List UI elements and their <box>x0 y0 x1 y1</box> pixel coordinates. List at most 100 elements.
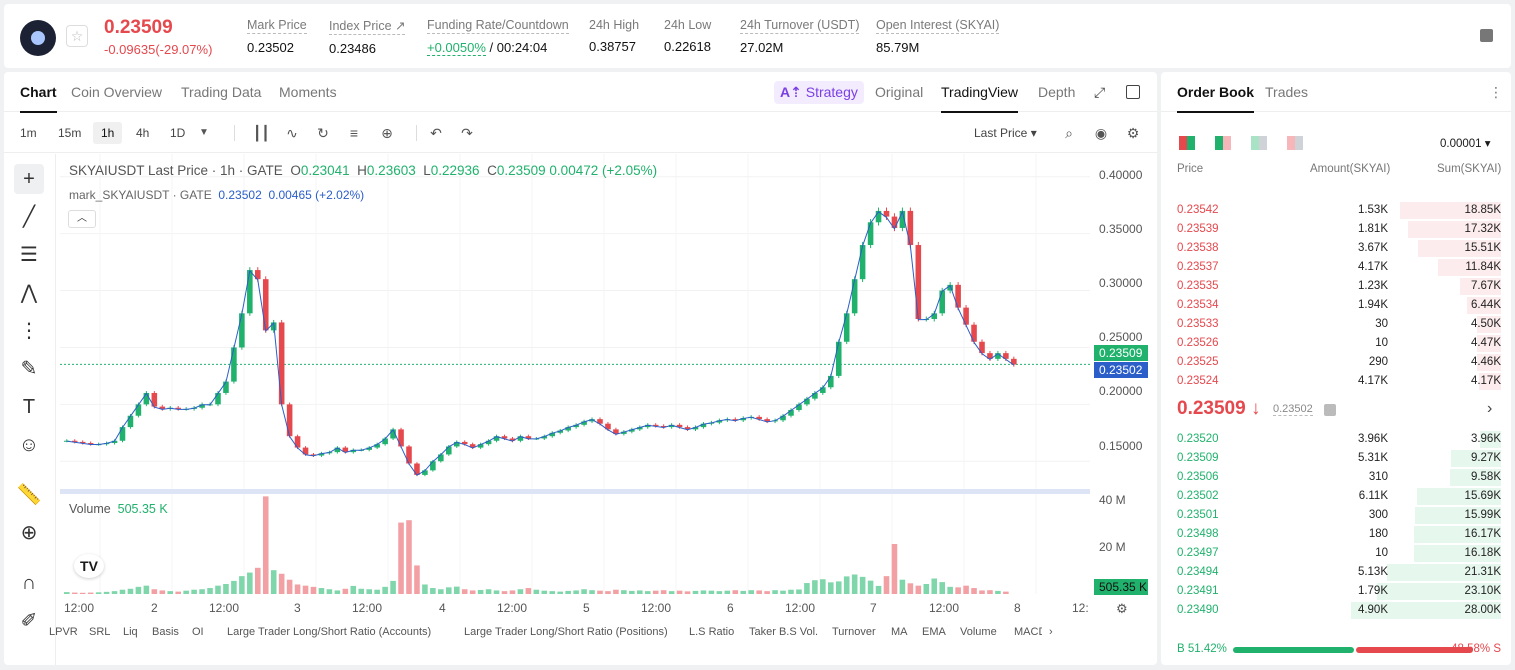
volume-bar <box>509 590 516 594</box>
brush-icon[interactable]: ✎ <box>20 358 38 380</box>
view-alt-icon[interactable] <box>1251 136 1267 150</box>
stat-funding-rate[interactable]: Funding Rate/Countdown +0.0050% / 00:24:0… <box>427 18 569 56</box>
window-icon[interactable] <box>1126 85 1140 99</box>
volume-bar <box>835 581 842 594</box>
bid-row[interactable]: 0.23509 5.31K 9.27K <box>1177 449 1501 468</box>
indicator-item[interactable]: OI <box>192 626 204 638</box>
collapse-legend-button[interactable]: ︿ <box>68 210 96 228</box>
ask-row[interactable]: 0.23534 1.94K 6.44K <box>1177 296 1501 315</box>
trendline-icon[interactable]: ╱ <box>22 206 36 228</box>
view-asks-icon[interactable] <box>1287 136 1303 150</box>
undo-icon[interactable]: ↶ <box>430 125 442 141</box>
view-bids-icon[interactable] <box>1215 136 1231 150</box>
stat-open-interest[interactable]: Open Interest (SKYAI) 85.79M <box>876 18 1000 55</box>
tab-tradingview[interactable]: TradingView <box>941 84 1019 113</box>
fib-icon[interactable]: ⋮ <box>19 320 39 342</box>
indicators-icon[interactable]: ∿ <box>286 125 298 141</box>
indicator-item[interactable]: EMA <box>922 626 946 638</box>
volume-bar <box>159 590 166 594</box>
ruler-icon[interactable]: 📏 <box>16 484 42 506</box>
ask-row[interactable]: 0.23535 1.23K 7.67K <box>1177 277 1501 296</box>
tab-original[interactable]: Original <box>875 84 924 100</box>
candle-body <box>867 222 874 246</box>
candles-icon[interactable]: ┃┃ <box>253 125 270 141</box>
bookmark-icon[interactable] <box>1480 29 1493 42</box>
stat-index-price[interactable]: Index Price ↗ 0.23486 <box>329 19 406 56</box>
info-icon[interactable] <box>1324 404 1336 416</box>
view-both-icon[interactable] <box>1179 136 1195 150</box>
tab-chart[interactable]: Chart <box>20 84 57 113</box>
timeframe-4h[interactable]: 4h <box>136 126 150 140</box>
chevron-right-icon[interactable]: › <box>1487 400 1493 417</box>
tab-trades[interactable]: Trades <box>1265 84 1309 100</box>
ask-row[interactable]: 0.23538 3.67K 15.51K <box>1177 239 1501 258</box>
precision-select[interactable]: 0.00001 ▾ <box>1440 138 1491 150</box>
replay-icon[interactable]: ↻ <box>317 125 329 141</box>
indicator-item[interactable]: Large Trader Long/Short Ratio (Accounts) <box>227 626 432 638</box>
candle-body <box>971 324 977 342</box>
bid-row[interactable]: 0.23497 10 16.18K <box>1177 544 1501 563</box>
emoji-icon[interactable]: ☺ <box>18 434 40 456</box>
magnet-icon[interactable]: ∩ <box>21 572 37 594</box>
indicator-item[interactable]: L.S Ratio <box>689 626 735 638</box>
timeframe-15m[interactable]: 15m <box>58 126 82 140</box>
strategy-button[interactable]: A⇡ Strategy <box>774 81 864 104</box>
stat-24h-turnover[interactable]: 24h Turnover (USDT) 27.02M <box>740 18 860 55</box>
indicator-item[interactable]: Liq <box>123 626 138 638</box>
indicator-item[interactable]: LPVR <box>49 626 78 638</box>
ask-row[interactable]: 0.23526 10 4.47K <box>1177 334 1501 353</box>
candlestick-chart[interactable] <box>60 154 1090 599</box>
expand-icon[interactable]: ⤢ <box>1094 84 1106 100</box>
indicator-item[interactable]: SRL <box>89 626 111 638</box>
bid-row[interactable]: 0.23494 5.13K 21.31K <box>1177 563 1501 582</box>
stat-mark-price[interactable]: Mark Price 0.23502 <box>247 18 307 55</box>
axis-settings-icon[interactable]: ⚙ <box>1116 601 1128 616</box>
redo-icon[interactable]: ↷ <box>461 125 473 141</box>
tab-trading-data[interactable]: Trading Data <box>181 84 262 100</box>
tab-coin-overview[interactable]: Coin Overview <box>71 84 163 100</box>
camera-icon[interactable]: ◉ <box>1094 125 1108 141</box>
ask-row[interactable]: 0.23537 4.17K 11.84K <box>1177 258 1501 277</box>
indicator-item[interactable]: Volume <box>960 626 997 638</box>
price-source-select[interactable]: Last Price ▾ <box>974 126 1037 140</box>
volume-bar <box>764 591 770 594</box>
bid-row[interactable]: 0.23506 310 9.58K <box>1177 468 1501 487</box>
crosshair-icon[interactable]: + <box>14 164 44 194</box>
add-compare-icon[interactable]: ⊕ <box>381 125 393 141</box>
pattern-icon[interactable]: ⋀ <box>20 282 38 304</box>
tab-depth[interactable]: Depth <box>1038 84 1076 100</box>
indicator-item[interactable]: Taker B.S Vol. <box>749 626 819 638</box>
templates-icon[interactable]: ≡ <box>349 125 359 141</box>
bid-row[interactable]: 0.23491 1.79K 23.10K <box>1177 582 1501 601</box>
horizontal-lines-icon[interactable]: ☰ <box>20 244 38 266</box>
favorite-star-icon[interactable]: ☆ <box>66 25 88 47</box>
zoom-in-icon[interactable]: ⊕ <box>20 522 38 544</box>
search-icon[interactable]: ⌕ <box>1065 125 1073 141</box>
ask-row[interactable]: 0.23525 290 4.46K <box>1177 353 1501 372</box>
more-icon[interactable]: ⋮ <box>1489 84 1503 100</box>
timeframe-1h[interactable]: 1h <box>93 122 123 144</box>
chevron-down-icon[interactable]: ▼ <box>199 127 209 138</box>
tab-moments[interactable]: Moments <box>279 84 337 100</box>
ask-row[interactable]: 0.23539 1.81K 17.32K <box>1177 220 1501 239</box>
timeframe-1d[interactable]: 1D <box>170 126 186 140</box>
text-icon[interactable]: T <box>22 396 36 418</box>
indicator-item[interactable]: Large Trader Long/Short Ratio (Positions… <box>464 626 668 638</box>
timeframe-1m[interactable]: 1m <box>20 126 37 140</box>
gear-icon[interactable]: ⚙ <box>1126 125 1140 141</box>
pencil-lock-icon[interactable]: ✐ <box>20 610 38 632</box>
tab-order-book[interactable]: Order Book <box>1177 84 1255 113</box>
bid-row[interactable]: 0.23502 6.11K 15.69K <box>1177 487 1501 506</box>
bid-row[interactable]: 0.23501 300 15.99K <box>1177 506 1501 525</box>
ask-row[interactable]: 0.23542 1.53K 18.85K <box>1177 201 1501 220</box>
indicator-item[interactable]: MACD <box>1014 626 1042 638</box>
bid-row[interactable]: 0.23490 4.90K 28.00K <box>1177 601 1501 620</box>
indicator-item[interactable]: Turnover <box>832 626 876 638</box>
indicator-item[interactable]: Basis <box>152 626 179 638</box>
bid-row[interactable]: 0.23498 180 16.17K <box>1177 525 1501 544</box>
bid-row[interactable]: 0.23520 3.96K 3.96K <box>1177 430 1501 449</box>
ask-row[interactable]: 0.23524 4.17K 4.17K <box>1177 372 1501 391</box>
ask-row[interactable]: 0.23533 30 4.50K <box>1177 315 1501 334</box>
indicator-item[interactable]: MA <box>891 626 908 638</box>
chevron-right-icon[interactable]: › <box>1049 626 1053 638</box>
